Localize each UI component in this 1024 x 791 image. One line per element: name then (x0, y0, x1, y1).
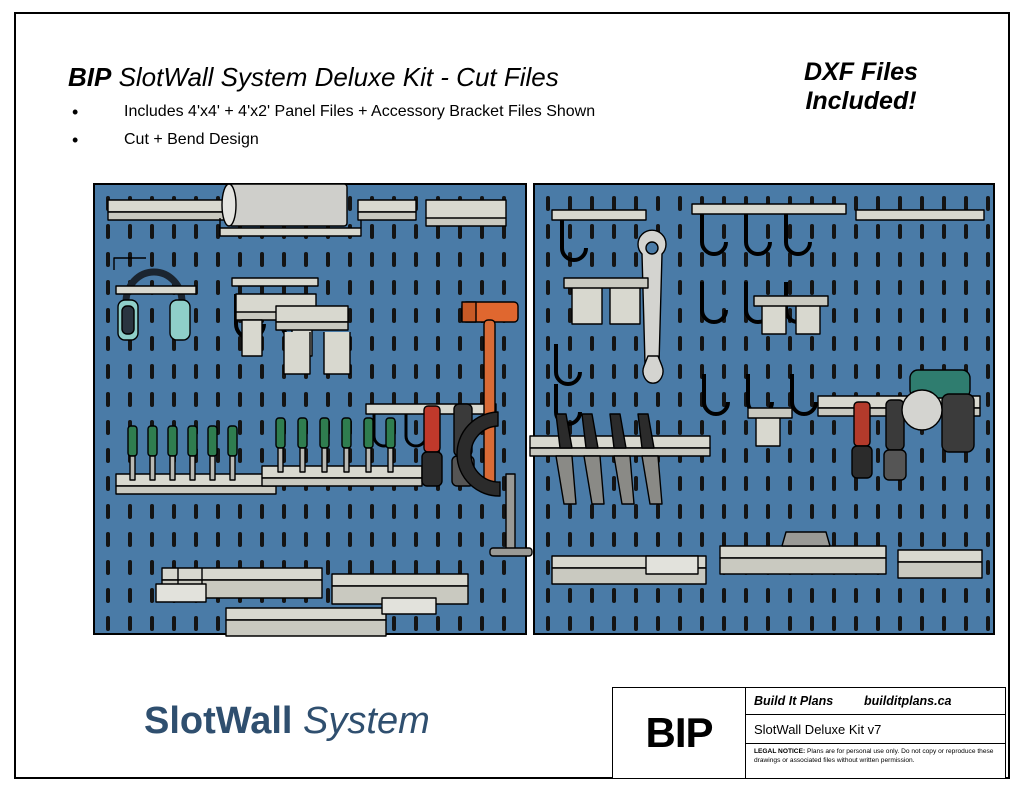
c-clamp (456, 411, 533, 557)
lower-shelves-left (161, 567, 469, 637)
list-item: • Includes 4'x4' + 4'x2' Panel Files + A… (68, 102, 595, 124)
title-block-legal: LEGAL NOTICE: Plans are for personal use… (746, 744, 1005, 778)
title-block: BIP Build It Plans builditplans.ca SlotW… (612, 687, 1006, 779)
title-block-company-row: Build It Plans builditplans.ca (746, 688, 1005, 715)
screwdriver-rack-left (115, 425, 277, 495)
page-title-brand: BIP (68, 62, 112, 92)
brand-wordmark: SlotWall System (144, 700, 430, 743)
paper-towel-holder (219, 183, 362, 237)
feature-list: • Includes 4'x4' + 4'x2' Panel Files + A… (68, 102, 595, 157)
title-block-legal-text: Plans are for personal use only. Do not … (754, 748, 994, 764)
title-block-logo: BIP (613, 688, 746, 778)
brand-wordmark-rest: System (292, 700, 430, 742)
dxf-callout-line1: DXF Files (804, 58, 918, 86)
headphones (115, 268, 197, 341)
slotwall-illustration (86, 174, 1002, 644)
list-item: • Cut + Bend Design (68, 130, 595, 152)
title-block-website: builditplans.ca (864, 694, 952, 708)
bottom-bins (155, 555, 699, 615)
right-top-hook-bar (551, 203, 985, 221)
title-block-fields: Build It Plans builditplans.ca SlotWall … (746, 688, 1005, 778)
drawing-border: BIP SlotWall System Deluxe Kit - Cut Fil… (14, 12, 1010, 779)
dxf-callout-line2: Included! (805, 86, 917, 115)
title-block-logo-text: BIP (645, 709, 713, 756)
list-item-label: Includes 4'x4' + 4'x2' Panel Files + Acc… (124, 103, 596, 120)
title-block-company: Build It Plans (754, 694, 834, 708)
title-block-drawing-name: SlotWall Deluxe Kit v7 (746, 715, 1005, 744)
page-title-rest: SlotWall System Deluxe Kit - Cut Files (111, 62, 559, 92)
list-item-label: Cut + Bend Design (124, 130, 259, 148)
plier-rack (529, 413, 711, 505)
top-mid-brackets (357, 199, 507, 227)
orange-mallet (461, 301, 519, 489)
title-block-legal-label: LEGAL NOTICE: (754, 748, 806, 755)
wrench (637, 229, 667, 384)
bullet-icon: • (72, 102, 79, 122)
page-title: BIP SlotWall System Deluxe Kit - Cut Fil… (68, 62, 559, 93)
dxf-callout: DXF Files Included! (756, 58, 966, 116)
left-mid-shelf-pair (275, 305, 351, 375)
brand-wordmark-bold: SlotWall (144, 700, 293, 742)
bullet-icon: • (72, 129, 79, 150)
right-u-cradles (563, 277, 829, 447)
angle-grinder (901, 369, 975, 453)
